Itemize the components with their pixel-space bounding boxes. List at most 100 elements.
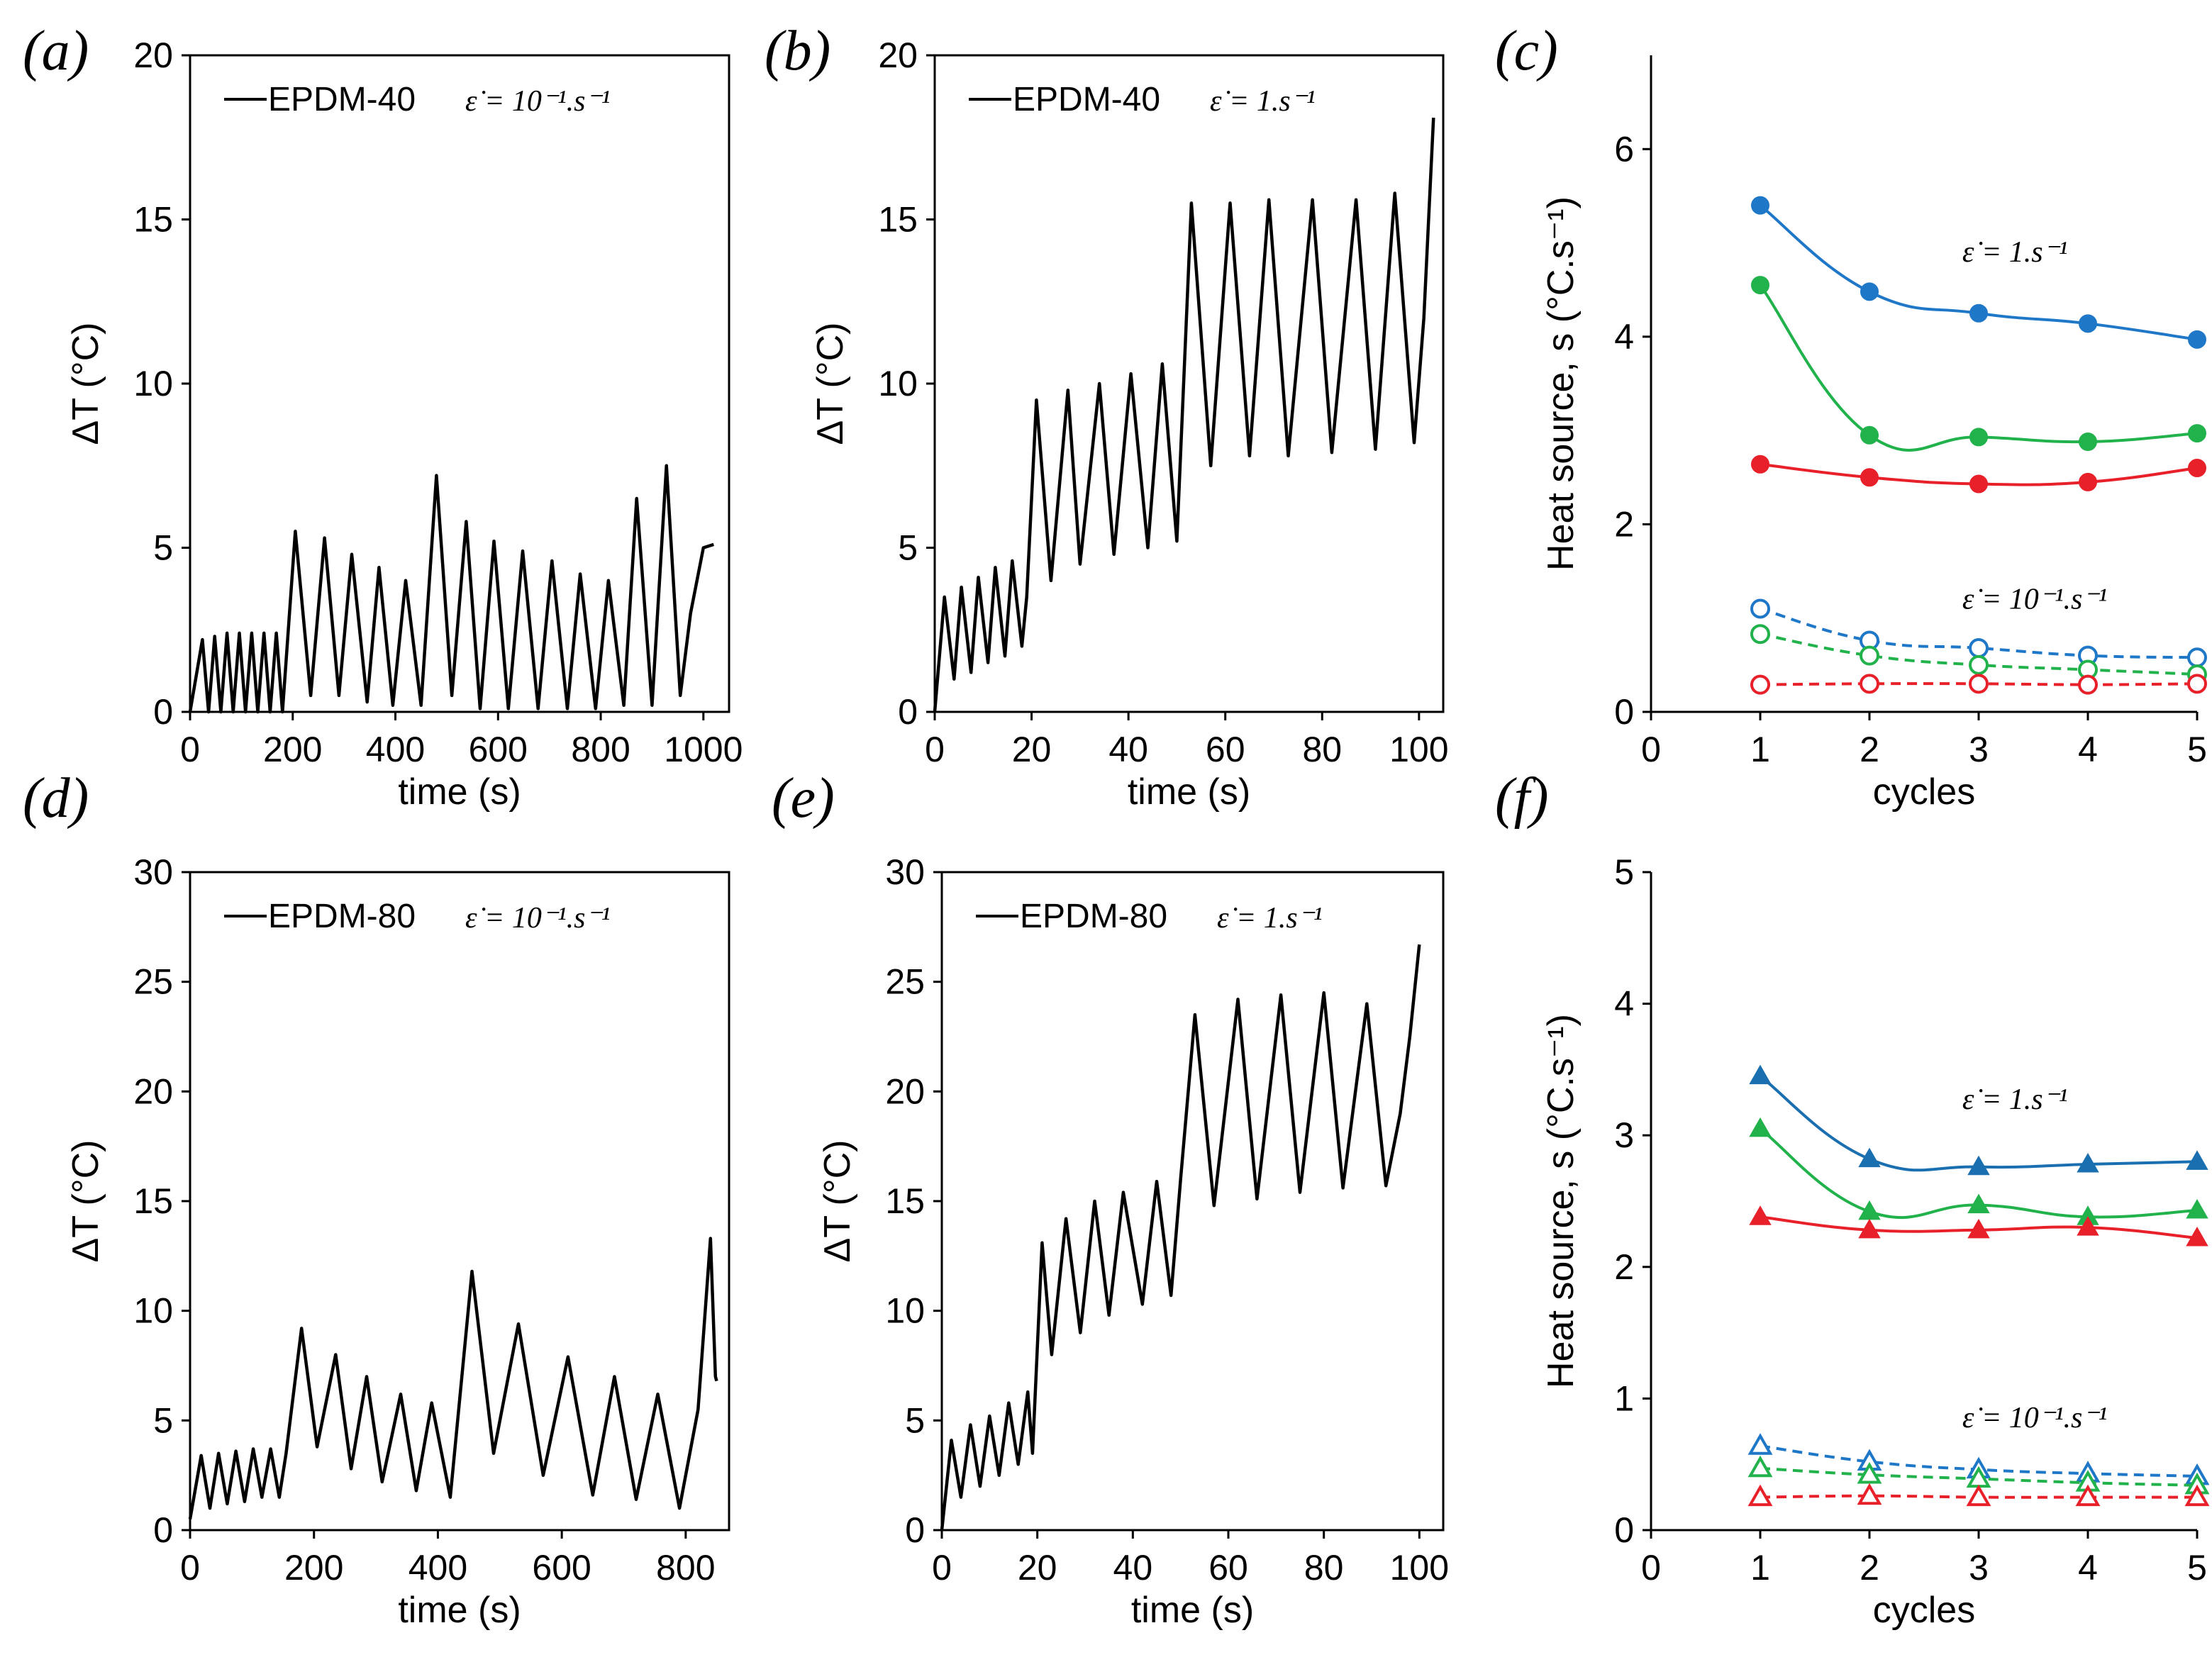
plot-frame: [189, 871, 730, 1532]
data-point: [2188, 459, 2206, 478]
x-tick-label: 0: [932, 1548, 952, 1588]
data-point: [1749, 1064, 1772, 1085]
data-point: [1858, 1218, 1881, 1239]
annotation-rate-01: ε̇ = 10⁻¹.s⁻¹: [1962, 583, 2107, 615]
strain-rate-label: ε̇ = 1.s⁻¹: [1210, 85, 1316, 118]
x-tick-label: 0: [180, 730, 200, 769]
y-tick-label: 0: [1614, 1510, 1634, 1550]
x-tick-label: 60: [1206, 730, 1245, 769]
x-tick-label: 5: [2187, 1548, 2207, 1588]
x-tick-label: 200: [284, 1548, 343, 1588]
data-point: [2079, 314, 2097, 333]
y-tick-label: 5: [1614, 852, 1634, 892]
series-line: [933, 117, 1435, 713]
annotation-rate-1: ε̇ = 1.s⁻¹: [1962, 236, 2068, 269]
data-point: [1969, 674, 1989, 694]
x-axis-label: cycles: [1873, 1590, 1975, 1631]
data-point: [1860, 425, 1879, 445]
data-point: [1969, 638, 1989, 659]
data-point: [2186, 1198, 2208, 1219]
x-tick-label: 0: [180, 1548, 200, 1588]
y-tick-label: 20: [878, 35, 918, 75]
data-point: [1860, 674, 1879, 694]
data-point: [1747, 1484, 1773, 1507]
data-point: [1747, 1433, 1773, 1455]
y-tick-label: 1: [1614, 1378, 1634, 1418]
y-axis-label: ΔT (°C): [810, 323, 851, 445]
y-axis-label: Heat source, s (°C.s⁻¹): [1540, 1014, 1582, 1388]
x-tick-label: 5: [2187, 730, 2207, 769]
x-axis-label: time (s): [1131, 1590, 1254, 1631]
y-axis-label: ΔT (°C): [65, 1140, 106, 1263]
y-tick-label: 2: [1614, 504, 1634, 544]
y-tick-label: 10: [878, 364, 918, 403]
x-tick-label: 40: [1113, 1548, 1153, 1588]
plot-frame: [933, 54, 1445, 713]
strain-rate-label: ε̇ = 1.s⁻¹: [1217, 902, 1323, 935]
legend-label: EPDM-80: [1020, 898, 1167, 935]
series-line: [188, 1237, 718, 1519]
y-tick-label: 0: [153, 692, 173, 732]
data-point: [1860, 468, 1879, 487]
data-point: [1751, 454, 1769, 474]
y-tick-label: 15: [885, 1181, 925, 1221]
y-tick-label: 20: [133, 1071, 173, 1111]
x-tick-label: 4: [2078, 730, 2098, 769]
data-point: [2188, 330, 2206, 349]
data-point: [1969, 654, 1989, 675]
data-point: [2079, 433, 2097, 452]
data-point: [1967, 1218, 1990, 1239]
panel-label: (f): [1495, 767, 1549, 830]
panel-e: (e) 0 5 10 15 20 25 30 0 20 40 60 80 100 time (s) ΔT (°…: [772, 767, 1449, 1631]
y-tick-label: 0: [898, 692, 918, 732]
y-axis-label: Heat source, s (°C.s⁻¹): [1540, 196, 1582, 571]
x-tick-label: 20: [1012, 730, 1052, 769]
data-point: [1751, 196, 1769, 215]
x-axis-label: time (s): [398, 771, 521, 813]
x-tick-label: 80: [1304, 1548, 1344, 1588]
fit-curve: [1760, 607, 2198, 659]
x-tick-label: 20: [1018, 1548, 1057, 1588]
x-tick-label: 0: [925, 730, 945, 769]
y-tick-label: 4: [1614, 984, 1634, 1024]
legend-label: EPDM-40: [268, 81, 416, 118]
panel-label: (a): [23, 20, 89, 82]
data-point: [1860, 282, 1879, 301]
y-tick-label: 30: [885, 852, 925, 892]
x-tick-label: 400: [409, 1548, 467, 1588]
panel-d: (d) 0 5 10 15 20 25 30 0 200 400 600 800 time (s) ΔT (…: [23, 767, 730, 1631]
y-tick-label: 5: [153, 1400, 173, 1440]
y-tick-label: 2: [1614, 1247, 1634, 1287]
x-tick-label: 1: [1750, 730, 1770, 769]
data-point: [1749, 1117, 1772, 1137]
series-line: [940, 944, 1421, 1531]
data-point: [2186, 1226, 2208, 1246]
y-tick-label: 10: [133, 364, 173, 403]
data-point: [1751, 276, 1769, 295]
x-tick-label: 200: [263, 730, 322, 769]
y-axis-label: ΔT (°C): [817, 1140, 858, 1263]
data-point: [1967, 1155, 1990, 1176]
strain-rate-label: ε̇ = 10⁻¹.s⁻¹: [465, 902, 610, 935]
x-tick-label: 2: [1860, 1548, 1879, 1588]
y-tick-label: 0: [1614, 692, 1634, 732]
panel-b: (b) 0 5 10 15 20 0 20 40 60 80 100 time (s) ΔT (°C) EP…: [765, 20, 1449, 813]
plot-frame: [940, 871, 1445, 1532]
x-tick-label: 1: [1750, 1548, 1770, 1588]
x-tick-label: 400: [366, 730, 425, 769]
data-point: [1969, 474, 1988, 493]
data-point: [2186, 1150, 2208, 1170]
x-axis-label: time (s): [398, 1590, 521, 1631]
data-point: [1749, 1205, 1772, 1225]
data-point: [1969, 428, 1988, 447]
y-tick-label: 3: [1614, 1115, 1634, 1155]
data-point: [1747, 1455, 1773, 1478]
y-tick-label: 15: [878, 200, 918, 240]
data-point: [1857, 1462, 1882, 1484]
y-tick-label: 20: [133, 35, 173, 75]
panel-label: (b): [765, 20, 830, 82]
y-tick-label: 25: [885, 962, 925, 1002]
y-tick-label: 5: [905, 1400, 925, 1440]
x-tick-label: 4: [2078, 1548, 2098, 1588]
